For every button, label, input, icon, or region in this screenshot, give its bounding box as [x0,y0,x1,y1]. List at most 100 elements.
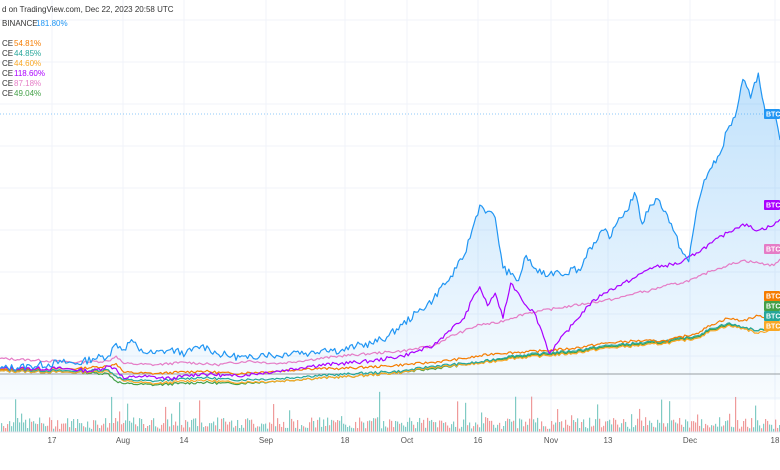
price-tag: BTC [764,244,780,254]
area-fill [0,73,780,400]
volume-bar [403,425,405,432]
legend-value: 44.85% [14,49,41,58]
volume-bar [289,410,291,432]
volume-bar [323,419,325,432]
legend-item[interactable]: CE 54.81% [2,39,41,48]
volume-bar [553,424,555,432]
volume-bar [639,408,641,432]
volume-bar [183,427,185,432]
volume-bar [223,418,225,432]
volume-bar [765,418,767,432]
volume-bar [641,420,643,432]
volume-bar [151,420,153,432]
legend-item[interactable]: CE 44.60% [2,59,41,68]
volume-bar [731,426,733,432]
x-tick-label: Nov [544,436,558,445]
x-tick-label: Sep [259,436,274,445]
volume-bar [477,424,479,432]
volume-bar [41,423,43,432]
volume-bar [485,417,487,432]
volume-bar [23,422,25,432]
volume-bar [199,400,201,432]
legend-item[interactable]: CE 87.18% [2,79,41,88]
legend-item[interactable]: CE 49.04% [2,89,41,98]
volume-bar [269,422,271,432]
volume-bar [661,399,663,432]
volume-bar [407,421,409,432]
volume-bar [559,422,561,432]
volume-bar [29,418,31,432]
x-tick-label: 13 [604,436,613,445]
volume-bar [711,425,713,432]
volume-bar [551,420,553,432]
volume-bar [401,422,403,432]
volume-bar [511,421,513,432]
volume-bar [181,424,183,432]
volume-bar [725,421,727,432]
volume-bar [467,425,469,432]
volume-bar [15,399,17,432]
volume-bar [715,423,717,432]
volume-bar [127,403,129,432]
volume-bar [261,423,263,432]
volume-bar [295,427,297,432]
volume-bar [533,419,535,432]
volume-bar [35,423,37,432]
legend-item[interactable]: CE 44.85% [2,49,41,58]
volume-bar [755,405,757,432]
volume-bar [691,421,693,432]
legend-item[interactable]: CE 118.60% [2,69,45,78]
btc-area-fill [0,73,780,400]
volume-bar [689,427,691,432]
volume-bar [579,427,581,432]
x-axis: 17 Aug 14 Sep 18 Oct 16 Nov 13 Dec 18 [0,431,780,445]
volume-bar [417,422,419,432]
volume-bar [103,423,105,432]
volume-bar [71,421,73,432]
volume-bar [255,427,257,432]
volume-bar [159,428,161,432]
volume-bar [609,419,611,432]
volume-bar [693,421,695,432]
volume-bar [225,421,227,432]
volume-bar [439,420,441,432]
volume-bar [759,425,761,432]
volume-bar [499,422,501,432]
volume-bar [677,423,679,432]
volume-bar [425,427,427,432]
volume-bar [173,425,175,432]
price-tag-label: BTC [766,203,780,210]
volume-bar [257,426,259,432]
volume-bar [679,417,681,432]
volume-bar [7,424,9,432]
volume-bar [309,422,311,432]
legend-value: 44.60% [14,59,41,68]
volume-bar [675,422,677,432]
volume-bar [721,426,723,432]
legend-value: 87.18% [14,79,41,88]
volume-bar [567,424,569,432]
volume-bar [239,428,241,432]
volume-bar [145,427,147,432]
volume-bar [519,418,521,432]
series-line-3 [0,312,780,385]
volume-bar [443,422,445,432]
volume-bar [373,418,375,432]
volume-bar [687,421,689,432]
volume-bar [75,428,77,432]
volume-bar [161,424,163,432]
volume-bar [441,420,443,432]
price-tag-label: BTC [766,247,780,254]
volume-bar [525,421,527,432]
volume-bar [17,417,19,432]
price-tag-label: BTC [766,314,780,321]
volume-bar [573,420,575,432]
volume-bar [147,425,149,432]
volume-bar [483,423,485,432]
volume-bar [633,427,635,432]
volume-bar [287,427,289,432]
volume-bar [319,417,321,432]
volume-bar [367,421,369,432]
volume-bar [705,423,707,432]
